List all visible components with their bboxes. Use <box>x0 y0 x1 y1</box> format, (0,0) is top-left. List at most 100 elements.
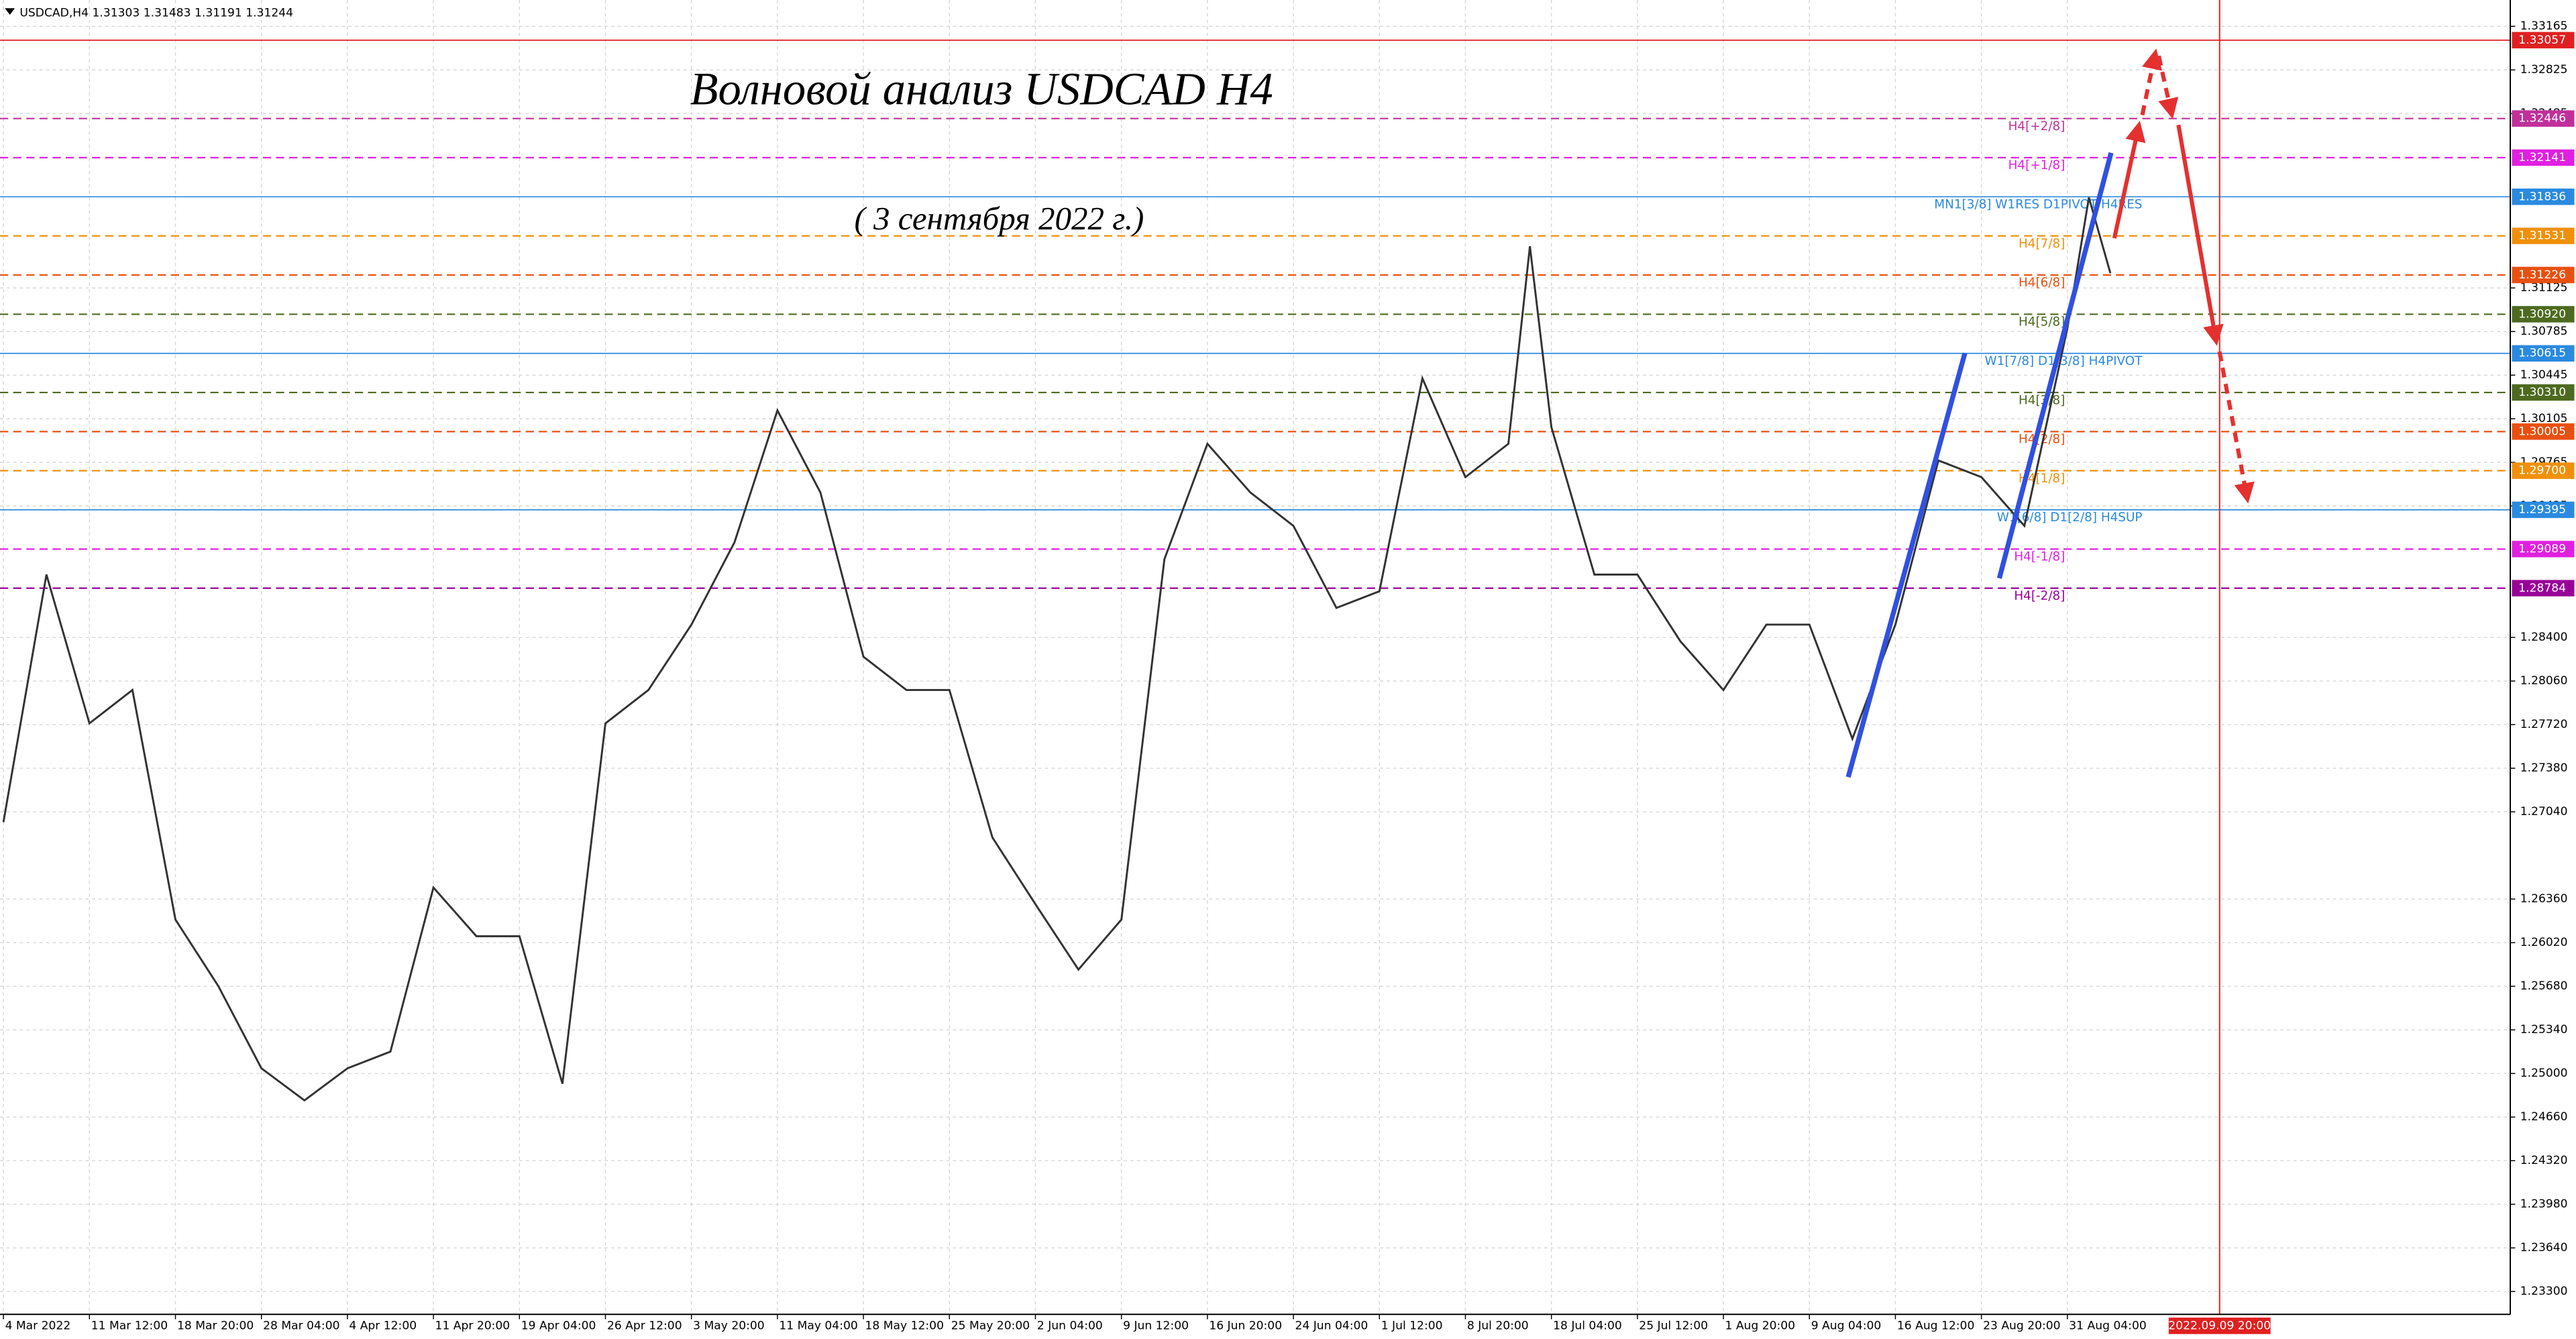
level-value: 1.31531 <box>2518 229 2566 243</box>
x-tick-label: 16 Aug 12:00 <box>1897 1319 1974 1332</box>
x-tick-label: 16 Jun 20:00 <box>1209 1319 1282 1332</box>
level-label: W1[6/8] D1[2/8] H4SUP <box>1997 511 2143 525</box>
level-box <box>2512 149 2575 166</box>
x-tick-label: 1 Jul 12:00 <box>1381 1319 1443 1332</box>
y-tick-label: 1.33165 <box>2520 19 2568 33</box>
forecast-arrow <box>2176 124 2224 346</box>
x-tick-label: 3 May 20:00 <box>693 1319 765 1332</box>
level-value: 1.29395 <box>2518 503 2566 517</box>
x-tick-label: 11 Apr 20:00 <box>435 1319 511 1332</box>
level-label: W1[7/8] D1[3/8] H4PIVOT <box>1985 354 2143 368</box>
x-tick-label: 23 Aug 20:00 <box>1983 1319 2060 1332</box>
y-tick-label: 1.32825 <box>2520 63 2568 76</box>
date-marker-label: 2022.09.09 20:00 <box>2168 1319 2271 1332</box>
wave-line <box>1996 152 2114 580</box>
y-tick-label: 1.28060 <box>2520 674 2568 688</box>
y-tick-label: 1.25340 <box>2520 1023 2568 1036</box>
level-value: 1.30920 <box>2518 307 2566 321</box>
level-value: 1.31226 <box>2518 268 2566 282</box>
header: USDCAD,H4 1.31303 1.31483 1.31191 1.3124… <box>19 7 293 20</box>
level-box <box>2512 423 2575 440</box>
x-tick-label: 11 Mar 12:00 <box>91 1319 168 1332</box>
x-tick-label: 4 Apr 12:00 <box>349 1319 417 1332</box>
x-tick-label: 25 Jul 12:00 <box>1639 1319 1708 1332</box>
plot <box>2 197 2112 1102</box>
forecast-arrow <box>2217 351 2255 504</box>
level-value: 1.30005 <box>2518 425 2566 438</box>
x-tick-label: 26 Apr 12:00 <box>607 1319 682 1332</box>
y-tick-label: 1.30785 <box>2520 325 2568 338</box>
level-value: 1.33057 <box>2518 34 2566 47</box>
level-value: 1.31836 <box>2518 190 2566 203</box>
level-box <box>2512 580 2575 597</box>
y-tick-label: 1.26020 <box>2520 936 2568 949</box>
y-tick-label: 1.27720 <box>2520 718 2568 731</box>
y-tick-label: 1.24660 <box>2520 1110 2568 1124</box>
x-tick-label: 1 Aug 20:00 <box>1725 1319 1795 1332</box>
level-label: H4[6/8] <box>2019 276 2065 290</box>
level-label: H4[+1/8] <box>2008 158 2065 172</box>
chart-title: Волновой анализ USDCAD H4 <box>690 63 1273 114</box>
x-tick-label: 18 May 12:00 <box>865 1319 944 1332</box>
y-tick-label: 1.23640 <box>2520 1241 2568 1254</box>
x-tick-label: 2 Jun 04:00 <box>1037 1319 1103 1332</box>
level-box <box>2512 306 2575 323</box>
x-tick-label: 9 Aug 04:00 <box>1811 1319 1882 1332</box>
wave-annotations <box>1845 48 2255 778</box>
level-box <box>2512 32 2575 49</box>
y-tick-label: 1.30445 <box>2520 368 2568 382</box>
y-tick-label: 1.28400 <box>2520 631 2568 644</box>
level-box <box>2512 266 2575 284</box>
y-tick-label: 1.26360 <box>2520 892 2568 906</box>
level-label: H4[5/8] <box>2019 315 2065 329</box>
level-box <box>2512 227 2575 244</box>
y-tick-label: 1.27380 <box>2520 761 2568 775</box>
level-label: H4[1/8] <box>2019 472 2065 486</box>
x-tick-label: 24 Jun 04:00 <box>1295 1319 1368 1332</box>
level-box <box>2512 110 2575 127</box>
level-label: MN1[3/8] W1RES D1PIVOT H4RES <box>1934 198 2142 212</box>
y-tick-label: 1.23300 <box>2520 1285 2568 1298</box>
x-tick-label: 28 Mar 04:00 <box>263 1319 339 1332</box>
x-tick-label: 9 Jun 12:00 <box>1123 1319 1189 1332</box>
level-label: H4[-1/8] <box>2014 550 2065 564</box>
level-box <box>2512 501 2575 519</box>
price-line <box>2 197 2112 1102</box>
y-tick-label: 1.30105 <box>2520 412 2568 425</box>
level-value: 1.29700 <box>2518 464 2566 478</box>
y-tick-label: 1.27040 <box>2520 805 2568 818</box>
level-box <box>2512 189 2575 205</box>
level-box <box>2512 384 2575 401</box>
x-tick-label: 18 Jul 04:00 <box>1553 1319 1622 1332</box>
level-value: 1.32446 <box>2518 112 2566 125</box>
level-box <box>2512 345 2575 362</box>
level-label: H4[7/8] <box>2019 237 2065 251</box>
level-label: H4[2/8] <box>2019 433 2065 447</box>
x-tick-label: 19 Apr 04:00 <box>521 1319 596 1332</box>
x-tick-label: 18 Mar 20:00 <box>177 1319 254 1332</box>
level-value: 1.32141 <box>2518 151 2566 164</box>
y-tick-label: 1.24320 <box>2520 1154 2568 1167</box>
date-marker-box <box>2168 1318 2271 1334</box>
chart-subtitle: ( 3 сентября 2022 г.) <box>854 200 1144 237</box>
level-box <box>2512 462 2575 479</box>
y-tick-label: 1.25680 <box>2520 979 2568 993</box>
wave-line <box>1845 352 1968 778</box>
x-tick-label: 8 Jul 20:00 <box>1467 1319 1529 1332</box>
level-value: 1.30310 <box>2518 386 2566 399</box>
y-tick-label: 1.25000 <box>2520 1067 2568 1080</box>
y-tick-label: 1.23980 <box>2520 1197 2568 1211</box>
level-value: 1.29089 <box>2518 542 2566 555</box>
level-value: 1.30615 <box>2518 347 2566 360</box>
level-box <box>2512 541 2575 557</box>
forecast-arrow <box>2140 48 2162 116</box>
level-label: H4[3/8] <box>2019 393 2065 407</box>
forecast-arrow <box>2112 121 2146 239</box>
grid <box>0 0 2511 1315</box>
x-tick-label: 25 May 20:00 <box>951 1319 1030 1332</box>
x-tick-label: 31 Aug 04:00 <box>2069 1319 2146 1332</box>
